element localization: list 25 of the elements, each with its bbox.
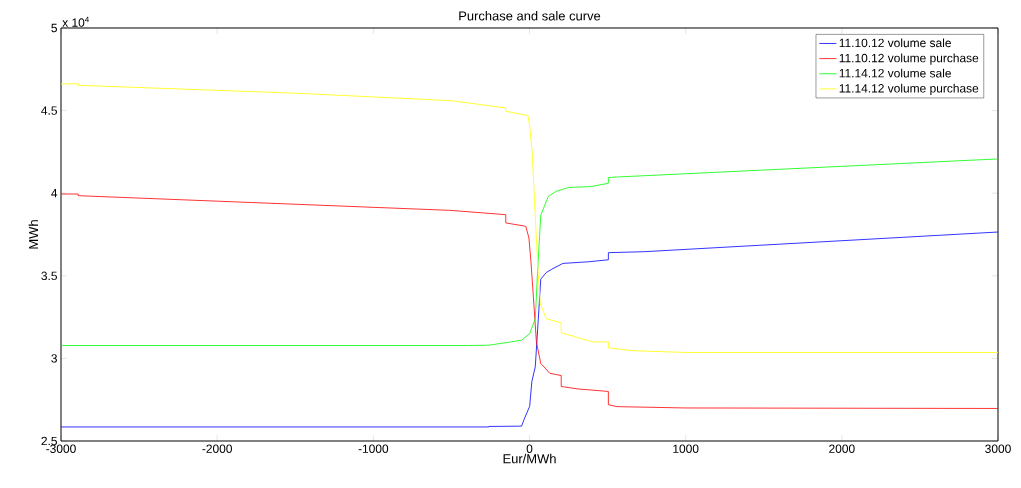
y-tick-label: 4.5 xyxy=(41,106,57,115)
chart-title: Purchase and sale curve xyxy=(459,10,601,21)
y-tick-label: 4 xyxy=(51,189,58,198)
legend-label: 11.14.12 volume sale xyxy=(839,68,951,78)
legend-label: 11.10.12 volume sale xyxy=(839,38,951,48)
x-tick-label: -2000 xyxy=(202,444,232,453)
y-axis-title: MWh xyxy=(28,220,39,249)
x-tick-label: -1000 xyxy=(358,444,389,453)
line-series xyxy=(60,83,999,353)
y-tick-label: 3.5 xyxy=(41,271,57,281)
x-tick-label: 2000 xyxy=(829,444,855,453)
y-tick-label: 3 xyxy=(51,354,57,363)
line-series xyxy=(60,193,999,409)
x-tick-label: 0 xyxy=(526,444,533,453)
y-tick-label: 5 xyxy=(51,23,57,33)
x-tick-label: 3000 xyxy=(985,444,1011,453)
x-axis-title: Eur/MWh xyxy=(503,453,556,464)
text: x 10$^{4}$ xyxy=(62,16,89,27)
legend-label: 11.10.12 volume purchase xyxy=(839,53,979,65)
line-series xyxy=(60,231,999,428)
x-tick-label: -3000 xyxy=(46,444,76,453)
x-tick-label: 1000 xyxy=(673,444,699,453)
line-series xyxy=(60,158,999,346)
y-tick-label: 2.5 xyxy=(41,436,57,446)
legend-label: 11.14.12 volume purchase xyxy=(839,83,979,95)
